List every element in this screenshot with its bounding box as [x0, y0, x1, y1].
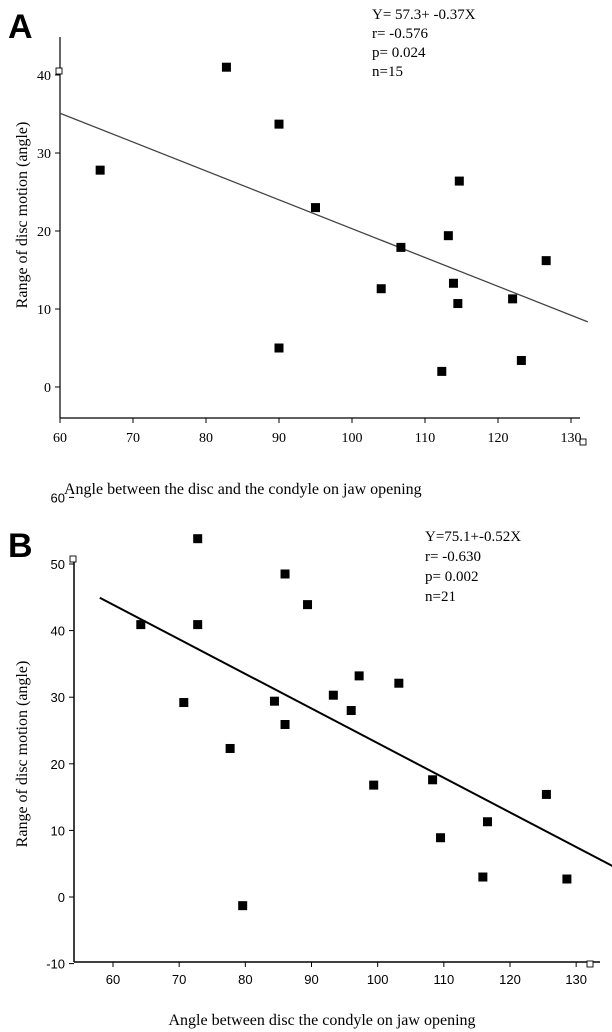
panel-a-data-point	[311, 203, 320, 213]
panel-a-data-point	[274, 343, 284, 353]
panel-b-data-point	[328, 690, 338, 700]
panel-a-regression-line	[59, 112, 589, 323]
panel-b-data-point	[478, 872, 488, 882]
panel-a-data-point	[454, 176, 464, 186]
panel-a-data-point	[516, 355, 526, 365]
panel-b-data-point	[136, 620, 146, 630]
panel-b-stat-r: r= -0.630	[425, 549, 481, 565]
panel-a-data-point	[448, 278, 458, 288]
panel-a-data-point	[541, 256, 551, 266]
panel-b-data-point	[562, 874, 572, 884]
panel-b-y-tick-label: 30	[51, 690, 65, 705]
panel-b-y-tick-label: 0	[58, 890, 65, 905]
panel-a-data-point	[274, 119, 284, 129]
panel-b-corner-marker-right	[586, 960, 594, 968]
panel-a-stat-n: n=15	[372, 64, 403, 80]
panel-b-data-point	[428, 775, 438, 785]
panel-b-data-point	[280, 569, 290, 579]
panel-b-x-tick-label: 80	[238, 972, 252, 987]
panel-b-y-tick-label: 10	[51, 823, 65, 838]
panel-b-stat-p: p= 0.002	[425, 569, 478, 585]
panel-b-x-tick-label: 130	[565, 972, 587, 987]
panel-a-y-tick-label: 30	[37, 147, 51, 162]
panel-b-y-tick-label: 40	[51, 624, 65, 639]
panel-a-x-tick-label: 60	[53, 431, 67, 446]
panel-a-stat-p: p= 0.024	[372, 45, 426, 61]
panel-b-x-tick-label: 90	[304, 972, 318, 987]
panel-a-x-tick-label: 90	[272, 431, 286, 446]
panel-b-x-tick-label: 100	[367, 972, 389, 987]
panel-a-data-point	[508, 294, 518, 304]
panel-b-data-point	[483, 817, 493, 827]
panel-a-y-tick-label: 0	[44, 381, 51, 396]
panel-b-data-point	[225, 743, 235, 753]
panel-b-data-point	[238, 901, 248, 911]
panel-b-stat-equation: Y=75.1+-0.52X	[425, 529, 521, 545]
panel-b-regression-line	[99, 596, 612, 867]
panel-b-data-point	[193, 620, 203, 630]
panel-a-data-point	[443, 231, 453, 241]
panel-a-ticks: 60 70 80 90 100 110 120 130 0 10 20 30 40	[37, 69, 582, 446]
panel-a-y-axis-title: Range of disc motion (angle)	[14, 122, 31, 309]
panel-b-y-tick-label: 20	[51, 757, 65, 772]
panel-a-x-tick-label: 110	[415, 431, 435, 446]
panel-a-y-tick-label: 40	[37, 69, 51, 84]
panel-a-x-axis-title: Angle between the disc and the condyle o…	[64, 481, 422, 498]
panel-a-corner-marker-top	[55, 67, 63, 75]
panel-a-y-tick-label: 20	[37, 225, 51, 240]
panel-a-points	[95, 62, 551, 376]
panel-a-data-point	[437, 366, 447, 376]
panel-b-stat-n: n=21	[425, 589, 456, 605]
panel-a-letter: A	[8, 8, 33, 46]
panel-b-x-tick-label: 60	[106, 972, 120, 987]
panel-a-x-tick-label: 130	[561, 431, 582, 446]
panel-b-y-axis-title: Range of disc motion (angle)	[14, 661, 31, 848]
panel-a-stat-r: r= -0.576	[372, 26, 428, 42]
panel-b-x-tick-label: 110	[433, 972, 454, 987]
panel-b-data-point	[179, 698, 189, 708]
panel-a: A Y= 57.3+ -0.37X r= -0.576 p= 0.024 n=1…	[8, 7, 476, 498]
panel-b-corner-marker-top	[69, 555, 77, 563]
panel-b-data-point	[303, 600, 313, 610]
panel-b-data-point	[541, 789, 551, 799]
panel-b-x-axis-title: Angle between disc the condyle on jaw op…	[168, 1012, 475, 1029]
panel-b-points	[136, 534, 572, 911]
panel-b-data-point	[436, 833, 446, 843]
panel-b-data-point	[369, 780, 379, 790]
panel-a-data-point	[396, 242, 406, 252]
panel-a-x-tick-label: 120	[488, 431, 509, 446]
panel-a-y-tick-label: 10	[37, 303, 51, 318]
panel-b: B Y=75.1+-0.52X r= -0.630 p= 0.002 n=21 …	[8, 527, 521, 1029]
panel-b-x-tick-label: 70	[172, 972, 186, 987]
panel-a-data-point	[376, 284, 386, 294]
panel-b-letter: B	[8, 527, 33, 565]
panel-b-ticks: 60 70 80 90 100 110 120 130 -10 0 10 20 30 40 50 60	[46, 490, 587, 987]
panel-b-data-point	[280, 720, 290, 730]
panel-a-x-tick-label: 80	[199, 431, 213, 446]
panel-b-data-point	[193, 534, 203, 544]
panel-a-x-tick-label: 70	[126, 431, 140, 446]
panel-b-y-tick-label: -10	[46, 957, 65, 972]
panel-a-stat-equation: Y= 57.3+ -0.37X	[372, 7, 476, 23]
panel-b-data-point	[346, 706, 356, 716]
panel-a-data-point	[453, 299, 463, 309]
panel-b-x-tick-label: 120	[499, 972, 521, 987]
panel-b-y-tick-label: 60	[51, 490, 65, 505]
panel-b-data-point	[269, 696, 279, 706]
panel-a-corner-marker-right	[579, 438, 587, 446]
panel-b-y-tick-label: 50	[51, 557, 65, 572]
panel-a-data-point	[221, 62, 231, 72]
panel-b-data-point	[394, 678, 404, 688]
panel-b-data-point	[354, 671, 364, 681]
panel-a-x-tick-label: 100	[342, 431, 363, 446]
panel-a-data-point	[95, 165, 105, 175]
